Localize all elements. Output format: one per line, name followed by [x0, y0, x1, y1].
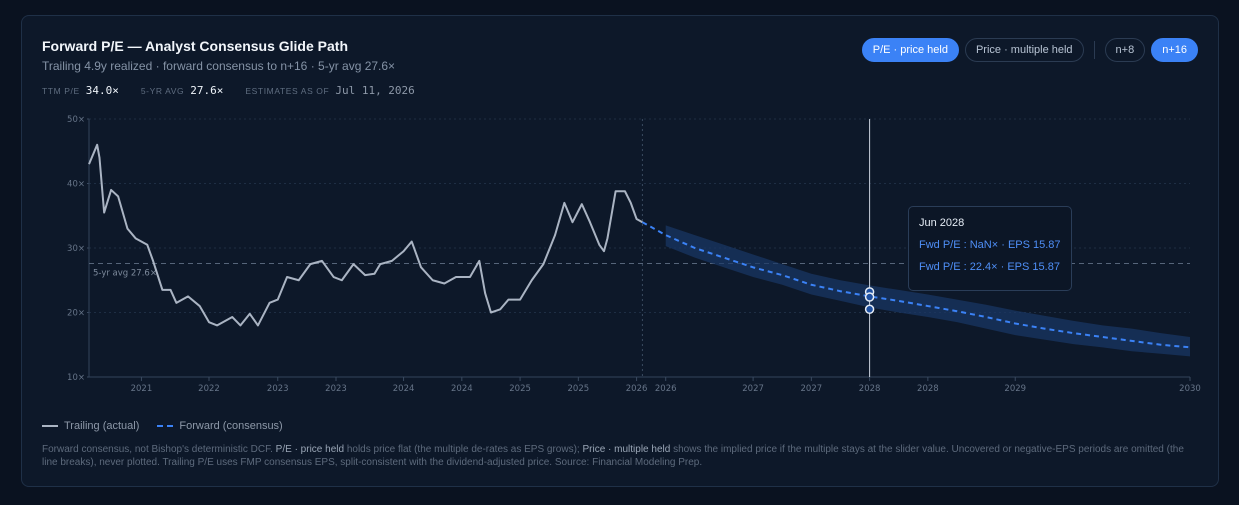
x-tick-label: 2027	[801, 384, 823, 394]
chart-tooltip: Jun 2028 Fwd P/E : NaN× · EPS 15.87 Fwd …	[908, 206, 1072, 291]
footnote-part-1: Forward consensus, not Bishop's determin…	[42, 444, 276, 455]
tooltip-title: Jun 2028	[919, 217, 965, 229]
legend-item-forward: Forward (consensus)	[157, 420, 283, 432]
stat-value-asof: Jul 11, 2026	[335, 84, 415, 97]
chart-subtitle: Trailing 4.9y realized · forward consens…	[42, 59, 396, 73]
x-tick-label: 2023	[267, 384, 289, 394]
chart-card: Forward P/E — Analyst Consensus Glide Pa…	[21, 15, 1219, 487]
x-tick-label: 2030	[1179, 384, 1201, 394]
stat-label-ttm: TTM P/E	[42, 85, 80, 96]
forward-series-line	[641, 221, 1191, 349]
x-tick-label: 2023	[325, 384, 347, 394]
tooltip-row-1: Fwd P/E : NaN× · EPS 15.87	[919, 239, 1061, 251]
controls-divider	[1093, 41, 1095, 59]
footnote-part-2: holds price flat (the multiple de-rates …	[344, 444, 583, 455]
x-tick-label: 2025	[568, 384, 590, 394]
trailing-series-line	[88, 143, 643, 327]
chart-title: Forward P/E — Analyst Consensus Glide Pa…	[42, 38, 348, 54]
pe-chart[interactable]: 10× 20× 30× 40× 50× 2021 2022 2023 2023 2024 2024 2…	[22, 16, 1220, 416]
x-tick-label: 2027	[742, 384, 764, 394]
horizon-n16-button[interactable]: n+16	[1151, 38, 1198, 62]
y-tick-label: 40×	[67, 180, 85, 190]
x-tick-label: 2026	[655, 384, 677, 394]
cursor-marker	[864, 292, 875, 302]
footnote-part-3: shows the implied price if the multiple …	[42, 444, 1184, 468]
y-tick-label: 30×	[67, 244, 85, 254]
x-tick-label: 2024	[393, 384, 415, 394]
chart-footnote: Forward consensus, not Bishop's determin…	[42, 443, 1202, 469]
stat-label-asof: ESTIMATES AS OF	[245, 85, 330, 96]
x-tick-label: 2028	[859, 384, 881, 394]
mode-multiple-held-button[interactable]: Price · multiple held	[964, 38, 1084, 62]
x-tick-label: 2028	[917, 384, 939, 394]
legend-swatch-forward	[157, 425, 174, 427]
legend-swatch-trailing	[42, 425, 58, 427]
x-tick-label: 2024	[451, 384, 473, 394]
chart-controls: P/E · price held Price · multiple held n…	[856, 38, 1198, 62]
x-tick-label: 2021	[131, 384, 153, 394]
legend-label-trailing: Trailing (actual)	[64, 420, 140, 432]
stat-value-5yr: 27.6×	[190, 84, 224, 97]
mode-price-held-button[interactable]: P/E · price held	[861, 38, 959, 62]
horizon-n8-button[interactable]: n+8	[1104, 38, 1146, 62]
footnote-bold-2: Price · multiple held	[582, 444, 671, 455]
footnote-bold-1: P/E · price held	[275, 444, 345, 455]
y-tick-label: 50×	[67, 115, 85, 125]
chart-legend: Trailing (actual) Forward (consensus)	[42, 420, 301, 432]
stat-value-ttm: 34.0×	[85, 84, 119, 97]
x-tick-label: 2029	[1004, 384, 1026, 394]
tooltip-row-2: Fwd P/E : 22.4× · EPS 15.87	[919, 261, 1060, 273]
forward-confidence-band	[665, 225, 1190, 357]
y-tick-label: 10×	[67, 373, 85, 383]
five-year-avg-label: 5-yr avg 27.6×	[93, 268, 157, 278]
stats-row: TTM P/E 34.0× 5-YR AVG 27.6× ESTIMATES A…	[42, 84, 437, 97]
stat-label-5yr: 5-YR AVG	[140, 85, 185, 96]
x-tick-label: 2022	[198, 384, 220, 394]
x-tick-label: 2026	[626, 384, 648, 394]
legend-label-forward: Forward (consensus)	[179, 420, 283, 432]
legend-item-trailing: Trailing (actual)	[42, 420, 139, 432]
cursor-marker	[864, 304, 875, 315]
y-tick-label: 20×	[67, 309, 85, 319]
x-tick-label: 2025	[509, 384, 531, 394]
